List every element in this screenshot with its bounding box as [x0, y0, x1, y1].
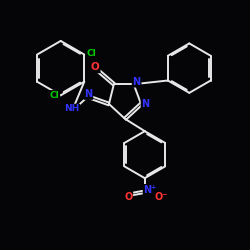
Text: Cl: Cl: [50, 91, 59, 100]
Text: O: O: [91, 62, 100, 72]
Text: O: O: [124, 192, 132, 202]
Text: NH: NH: [64, 104, 80, 114]
Text: N: N: [84, 89, 92, 99]
Text: N: N: [142, 99, 150, 109]
Text: N: N: [132, 77, 141, 87]
Text: N⁺: N⁺: [144, 185, 157, 195]
Text: Cl: Cl: [86, 49, 96, 58]
Text: O⁻: O⁻: [155, 192, 168, 202]
